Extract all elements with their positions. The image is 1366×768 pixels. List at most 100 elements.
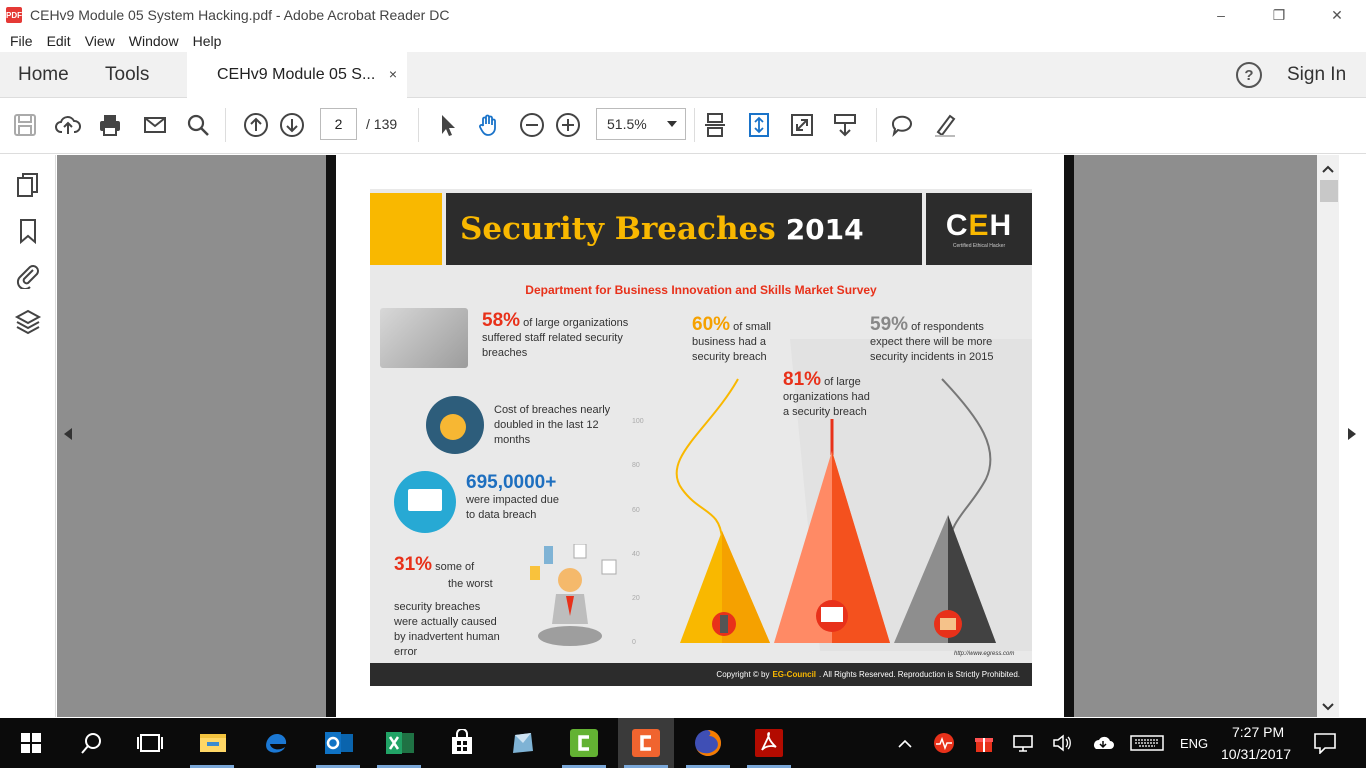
upload-cloud-icon[interactable] (53, 110, 83, 140)
window-controls: – ❐ ✕ (1192, 0, 1366, 30)
email-icon[interactable] (140, 110, 170, 140)
zoom-out-icon[interactable] (517, 110, 547, 140)
store-icon[interactable] (445, 726, 479, 760)
copyright-footer: Copyright © by EG-Council . All Rights R… (370, 663, 1032, 686)
stat-59: 59% of respondents expect there will be … (870, 314, 994, 363)
stat-60: 60% of small business had a security bre… (692, 314, 771, 363)
y-tick-60: 60 (632, 507, 640, 514)
page-border-left (326, 155, 336, 717)
next-page-icon[interactable] (277, 110, 307, 140)
file-explorer-icon[interactable] (196, 726, 230, 760)
full-screen-icon[interactable] (787, 110, 817, 140)
zoom-level-value: 51.5% (607, 116, 647, 132)
show-hidden-icons-chevron-icon[interactable] (888, 726, 922, 760)
presentation-icon (394, 471, 456, 533)
camtasia-recorder-icon[interactable] (629, 726, 663, 760)
previous-page-arrow-icon[interactable] (64, 428, 72, 440)
edge-browser-icon[interactable] (258, 726, 292, 760)
yellow-block (370, 193, 442, 265)
y-tick-80: 80 (632, 462, 640, 469)
ceh-logo-subtitle: Certified Ethical Hacker (952, 243, 1006, 249)
layers-icon[interactable] (14, 307, 42, 335)
heartbeat-tray-icon[interactable] (927, 726, 961, 760)
notification-center-icon[interactable] (1308, 726, 1342, 760)
tab-tools[interactable]: Tools (105, 64, 150, 85)
sign-in-link[interactable]: Sign In (1287, 64, 1347, 85)
menu-edit[interactable]: Edit (46, 33, 71, 49)
stat-81: 81% of large organizations had a securit… (783, 369, 870, 418)
help-icon[interactable]: ? (1236, 62, 1262, 88)
highlight-pen-icon[interactable] (930, 110, 960, 140)
menu-help[interactable]: Help (192, 33, 222, 49)
read-mode-icon[interactable] (830, 110, 860, 140)
comment-icon[interactable] (887, 110, 917, 140)
business-people-photo (380, 308, 468, 368)
next-page-arrow-icon[interactable] (1348, 428, 1356, 440)
stat-695: 695,0000+ were impacted due to data brea… (466, 472, 559, 521)
scrolling-mode-icon[interactable] (700, 110, 730, 140)
menu-view[interactable]: View (84, 33, 115, 49)
language-indicator[interactable]: ENG (1180, 736, 1209, 751)
menu-bar: File Edit View Window Help (0, 30, 1366, 52)
menu-file[interactable]: File (10, 33, 33, 49)
select-arrow-icon[interactable] (432, 110, 462, 140)
hand-tool-icon[interactable] (474, 110, 504, 140)
bookmark-icon[interactable] (14, 217, 42, 245)
print-icon[interactable] (95, 110, 125, 140)
page-total: / 139 (366, 116, 398, 132)
task-view-icon[interactable] (133, 726, 167, 760)
stat-31-body: security breaches were actually caused b… (394, 601, 500, 658)
acrobat-taskbar-icon[interactable] (752, 726, 786, 760)
firefox-icon[interactable] (691, 726, 725, 760)
outlook-icon[interactable] (322, 726, 356, 760)
minimize-button[interactable]: – (1217, 7, 1225, 23)
gift-tray-icon[interactable] (967, 726, 1001, 760)
ceh-logo: CEH Certified Ethical Hacker (926, 193, 1032, 265)
menu-window[interactable]: Window (128, 33, 179, 49)
onedrive-tray-icon[interactable] (1086, 726, 1120, 760)
windows-start-icon[interactable] (14, 726, 48, 760)
left-navigation-rail (0, 155, 56, 717)
camtasia-green-icon[interactable] (567, 726, 601, 760)
virtualbox-icon[interactable] (506, 726, 540, 760)
zoom-level-select[interactable]: 51.5% (596, 108, 686, 140)
stat-58: 58% of large organizations suffered staf… (482, 310, 629, 359)
scrollbar-thumb[interactable] (1320, 180, 1338, 202)
coin-icon (426, 396, 484, 454)
network-tray-icon[interactable] (1006, 726, 1040, 760)
source-url: http://www.egress.com (954, 651, 1015, 657)
y-tick-100: 100 (632, 418, 644, 425)
clock-date[interactable]: 10/31/2017 (1221, 746, 1292, 762)
close-window-button[interactable]: ✕ (1331, 6, 1343, 23)
toolbar: 2 / 139 51.5% (0, 98, 1366, 154)
page-border-right (1064, 155, 1074, 717)
ceh-logo-text: CEH (945, 209, 1013, 242)
save-icon[interactable] (10, 110, 40, 140)
search-icon[interactable] (183, 110, 213, 140)
attachment-icon[interactable] (14, 261, 42, 291)
page-thumbnails-icon[interactable] (14, 171, 42, 199)
previous-page-icon[interactable] (241, 110, 271, 140)
volume-tray-icon[interactable] (1045, 726, 1079, 760)
tab-home[interactable]: Home (18, 64, 69, 85)
fit-page-icon[interactable] (744, 110, 774, 140)
excel-icon[interactable] (383, 726, 417, 760)
vertical-scrollbar[interactable] (1317, 155, 1339, 717)
survey-subtitle: Department for Business Innovation and S… (525, 283, 877, 297)
clock-time[interactable]: 7:27 PM (1232, 724, 1285, 740)
close-tab-icon[interactable]: × (388, 66, 397, 82)
stat-31-line2: the worst (448, 578, 493, 590)
tab-document-label: CEHv9 Module 05 S... (217, 66, 376, 83)
scroll-down-icon (1322, 703, 1334, 711)
windows-taskbar: ENG 7:27 PM 10/31/2017 (0, 718, 1366, 768)
y-tick-40: 40 (632, 551, 640, 558)
y-tick-0: 0 (632, 639, 636, 646)
infographic-title: Security Breaches 2014 (446, 193, 922, 265)
tab-document[interactable]: CEHv9 Module 05 S... × (187, 52, 407, 98)
search-taskbar-icon[interactable] (75, 726, 109, 760)
page-number-input[interactable]: 2 (320, 108, 357, 140)
restore-button[interactable]: ❐ (1272, 6, 1286, 23)
chevron-down-icon (667, 121, 677, 127)
zoom-in-icon[interactable] (553, 110, 583, 140)
keyboard-tray-icon[interactable] (1130, 726, 1164, 760)
